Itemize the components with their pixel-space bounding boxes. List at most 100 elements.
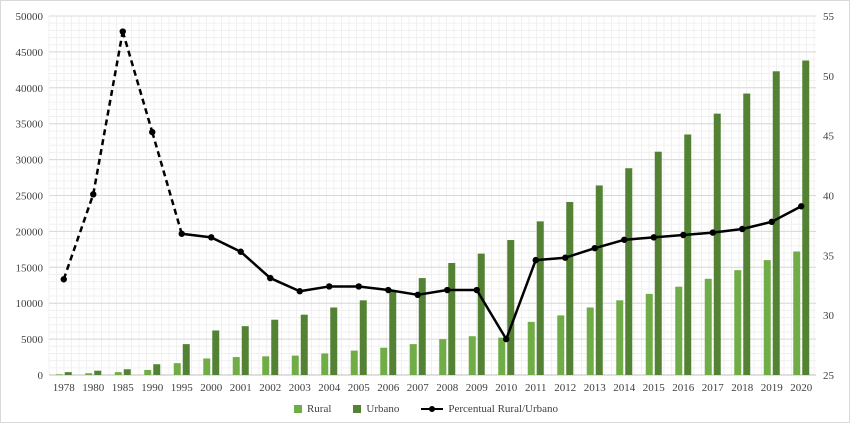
point-percentual (650, 234, 657, 241)
x-tick-label: 2018 (731, 382, 754, 394)
y-right-tick-label: 25 (823, 370, 835, 382)
bar-rural (498, 337, 506, 375)
bar-urbano (713, 113, 721, 375)
bar-rural (763, 260, 771, 375)
point-percentual (798, 203, 805, 210)
legend-item-urbano: Urbano (353, 403, 399, 415)
bar-urbano (477, 253, 485, 375)
bar-urbano (772, 71, 780, 375)
y-left-tick-label: 30000 (16, 155, 44, 167)
bar-urbano (743, 93, 751, 375)
line-segment-percentual (417, 288, 448, 297)
point-percentual (296, 288, 303, 295)
point-percentual (680, 231, 687, 239)
bar-rural (203, 358, 211, 375)
point-percentual (149, 128, 156, 136)
line-segment-percentual (594, 238, 625, 250)
x-tick-label: 2010 (495, 382, 518, 394)
bar-urbano (802, 60, 810, 376)
point-percentual (90, 191, 97, 198)
line-segment-percentual (475, 289, 508, 340)
point-percentual (562, 254, 569, 261)
x-tick-label: 2014 (613, 382, 636, 394)
x-tick-label: 2005 (348, 382, 371, 394)
line-segment-percentual (92, 31, 124, 195)
bar-urbano (94, 370, 102, 375)
point-percentual (178, 230, 185, 237)
bar-rural (232, 357, 240, 375)
legend-label-urbano: Urbano (366, 403, 400, 415)
x-tick-label: 2017 (702, 382, 725, 394)
x-tick-label: 2013 (584, 382, 607, 394)
bar-urbano (595, 185, 603, 375)
line-segment-percentual (771, 205, 802, 223)
x-tick-label: 1980 (82, 382, 105, 394)
bar-rural (85, 373, 93, 375)
y-right-tick-label: 55 (823, 11, 835, 23)
bar-urbano (330, 307, 338, 375)
bar-urbano (123, 369, 131, 375)
point-percentual (414, 291, 421, 299)
x-tick-label: 2020 (790, 382, 813, 394)
line-segment-percentual (712, 227, 743, 234)
x-tick-label: 2016 (672, 382, 695, 394)
bar-rural (439, 339, 447, 375)
bar-urbano (625, 168, 633, 375)
point-percentual (532, 256, 539, 264)
bar-rural (645, 293, 653, 375)
line-segment-percentual (683, 231, 713, 237)
x-tick-label: 2012 (554, 382, 576, 394)
bar-rural (144, 369, 152, 375)
point-percentual (355, 283, 362, 290)
point-percentual (709, 229, 716, 236)
point-percentual (385, 286, 392, 294)
x-tick-label: 2000 (200, 382, 223, 394)
line-segment-percentual (358, 285, 389, 292)
legend-swatch-rural (293, 405, 302, 413)
line-segment-percentual (535, 256, 566, 262)
bar-rural (586, 307, 594, 375)
bar-rural (380, 347, 388, 375)
y-left-tick-label: 50000 (16, 11, 44, 23)
legend-label-rural: Rural (306, 403, 332, 415)
bar-urbano (418, 278, 426, 375)
line-segment-percentual (299, 285, 330, 293)
bar-rural (55, 374, 63, 375)
legend-label-percentual: Percentual Rural/Urbano (448, 403, 559, 415)
bar-urbano (153, 364, 161, 375)
line-segment-percentual (181, 232, 212, 239)
bar-urbano (654, 151, 662, 375)
bar-urbano (684, 134, 692, 375)
y-right-tick-label: 30 (823, 310, 835, 322)
point-percentual (473, 286, 480, 294)
point-percentual (503, 335, 510, 343)
bar-rural (350, 350, 358, 375)
line-segment-percentual (653, 233, 684, 239)
bar-rural (793, 251, 801, 375)
x-tick-label: 1985 (112, 382, 135, 394)
point-percentual (444, 286, 451, 294)
line-segment-percentual (269, 276, 301, 293)
line-segment-percentual (151, 131, 183, 235)
bar-rural (675, 286, 683, 375)
y-left-tick-label: 25000 (16, 191, 44, 203)
x-tick-label: 2015 (643, 382, 666, 394)
legend-item-percentual: Percentual Rural/Urbano (421, 403, 558, 415)
bar-urbano (212, 330, 220, 375)
bar-rural (734, 270, 742, 375)
y-left-tick-label: 5000 (21, 334, 44, 346)
x-tick-label: 2006 (377, 382, 400, 394)
bar-rural (409, 344, 417, 375)
bar-urbano (271, 319, 279, 375)
line-segment-percentual (239, 250, 272, 280)
point-percentual (60, 276, 67, 283)
x-tick-label: 2001 (230, 382, 252, 394)
line-segment-percentual (388, 288, 418, 297)
y-left-tick-label: 45000 (16, 47, 44, 59)
bar-urbano (182, 344, 190, 375)
bar-urbano (359, 300, 367, 375)
legend-swatch-urbano (353, 405, 362, 413)
bar-rural (527, 321, 535, 375)
x-tick-label: 1995 (171, 382, 194, 394)
bar-rural (321, 353, 329, 375)
